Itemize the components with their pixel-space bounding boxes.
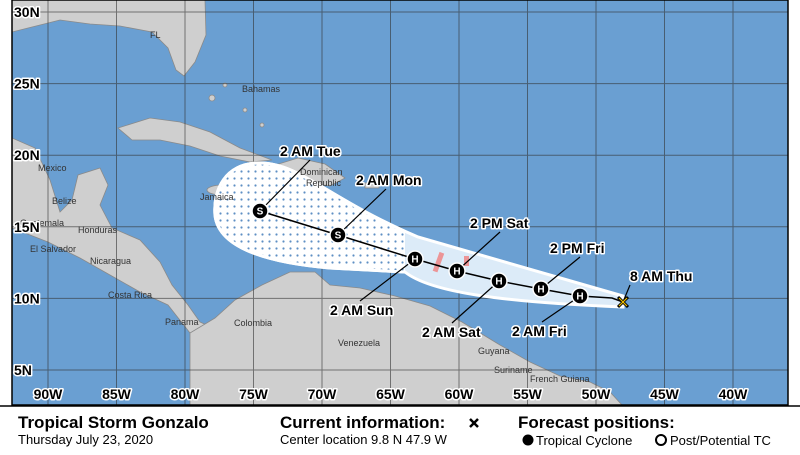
lon-label: 50W: [582, 386, 612, 402]
position-symbol: S: [257, 207, 264, 218]
leader-line: [259, 159, 311, 212]
position-marker: [571, 287, 589, 305]
place-label: Republic: [306, 178, 342, 188]
position-marker: [329, 226, 347, 244]
place-label: Suriname: [494, 365, 533, 375]
forecast-label: 2 PM Sat: [470, 215, 529, 231]
lat-label: 30N: [14, 4, 40, 20]
lon-label: 90W: [34, 386, 64, 402]
place-label: Dominican: [300, 167, 343, 177]
position-marker: [406, 250, 424, 268]
lon-label: 75W: [239, 386, 269, 402]
leader-line: [451, 280, 500, 324]
place-label: Honduras: [78, 225, 118, 235]
land: [12, 0, 623, 405]
place-label: Guatemala: [20, 218, 64, 228]
position-marker: [490, 272, 508, 290]
center-location: Center location 9.8 N 47.9 W: [280, 432, 448, 447]
position-symbol: H: [495, 277, 502, 288]
forecast-points: 8 AM Thu H 2 AM Fri H 2 PM Fri H 2 AM Sat H 2 PM…: [251, 142, 694, 342]
legend-label: Post/Potential TC: [670, 433, 771, 448]
current-title: Current information:: [280, 413, 445, 432]
x-inner: [618, 297, 628, 307]
position-symbol: H: [576, 292, 583, 303]
lon-label: 70W: [308, 386, 338, 402]
place-label: French Guiana: [530, 374, 590, 384]
current-position: [616, 295, 630, 309]
place-label: FL: [150, 30, 161, 40]
lat-label: 20N: [14, 147, 40, 163]
position-symbol: S: [335, 231, 342, 242]
storm-name: Tropical Storm Gonzalo: [18, 413, 209, 432]
lon-label: 80W: [171, 386, 201, 402]
position-marker: [448, 262, 466, 280]
position-symbol: H: [537, 285, 544, 296]
latitude-labels: 30N 25N 20N 15N 10N 5N: [13, 3, 42, 380]
map-frame: [11, 0, 789, 406]
legend-icon-tc: [522, 434, 534, 446]
place-label: Jamaica: [200, 192, 234, 202]
place-labels: FL Bahamas Mexico Belize Guatemala HondurasEl…: [20, 30, 590, 384]
place-label: Mexico: [38, 163, 67, 173]
lat-label: 10N: [14, 290, 40, 306]
place-label: Colombia: [234, 318, 272, 328]
place-label: Nicaragua: [90, 256, 131, 266]
lat-label: 25N: [14, 76, 40, 92]
lon-label: 45W: [650, 386, 680, 402]
date: Thursday July 23, 2020: [18, 432, 153, 447]
forecast-label: 8 AM Thu: [630, 268, 692, 284]
leader-line: [359, 258, 416, 302]
warnings: [432, 251, 469, 273]
place-label: El Salvador: [30, 244, 76, 254]
graticule: [12, 0, 788, 405]
longitude-labels: 90W 85W 80W 75W 70W 65W 60W 55W 50W 45W 40W: [32, 385, 750, 404]
lon-label: 65W: [376, 386, 406, 402]
forecast-label: 2 AM Sat: [422, 324, 481, 340]
lon-label: 60W: [445, 386, 475, 402]
forecast-cone: [213, 161, 625, 309]
position-marker: [532, 280, 550, 298]
current-symbol: [469, 418, 479, 428]
legend-icon-post: [655, 434, 667, 446]
forecast-title: Forecast positions:: [518, 413, 675, 432]
lon-label: 40W: [719, 386, 749, 402]
place-label: Bahamas: [242, 84, 281, 94]
place-label: Belize: [52, 196, 77, 206]
forecast-label: 2 AM Sun: [330, 302, 393, 318]
legend-label: Tropical Cyclone: [536, 433, 632, 448]
place-label: Venezuela: [338, 338, 380, 348]
leader-line: [456, 231, 501, 272]
forecast-label: 2 PM Fri: [550, 240, 604, 256]
lon-label: 85W: [102, 386, 132, 402]
cone-outlook: [213, 161, 405, 274]
lat-label: 15N: [14, 219, 40, 235]
forecast-label: 2 AM Fri: [512, 323, 567, 339]
map-area: FL Bahamas Mexico Belize Guatemala HondurasEl…: [12, 0, 788, 405]
position-marker: [251, 202, 269, 220]
position-symbol: H: [411, 255, 418, 266]
forecast-label: 2 AM Mon: [356, 172, 422, 188]
position-symbol: H: [453, 267, 460, 278]
lon-label: 55W: [513, 386, 543, 402]
leader-line: [337, 188, 387, 236]
place-label: Costa Rica: [108, 290, 152, 300]
info-panel: Tropical Storm Gonzalo Thursday July 23,…: [0, 405, 800, 448]
place-label: Panama: [165, 317, 199, 327]
lat-label: 5N: [14, 362, 32, 378]
place-label: Guyana: [478, 346, 510, 356]
forecast-label: 2 AM Tue: [280, 143, 341, 159]
